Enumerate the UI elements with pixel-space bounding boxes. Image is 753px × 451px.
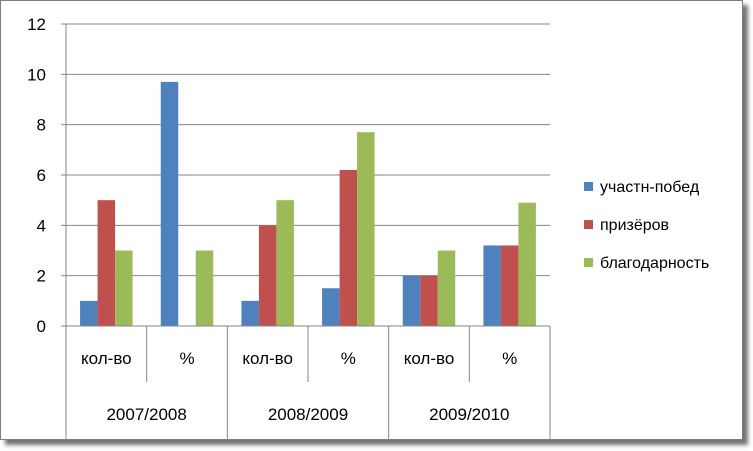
legend: участн-побед призёров благодарность xyxy=(584,179,709,272)
x-axis-categories: кол-во% кол-во% кол-во % 2007/2008 2008/2009 2… xyxy=(81,349,517,424)
bar-0-4 xyxy=(402,275,421,326)
x-group-label: 2009/2010 xyxy=(429,405,509,424)
bars xyxy=(80,81,536,326)
legend-label: благодарность xyxy=(600,255,709,272)
y-axis-ticks: 0 2 4 6 8 10 12 xyxy=(27,15,46,336)
y-tick-label: 2 xyxy=(37,267,46,286)
y-tick-label: 8 xyxy=(37,116,46,135)
x-category-label: % xyxy=(502,349,517,368)
bar-1-2 xyxy=(258,225,277,326)
legend-swatch xyxy=(584,258,593,267)
x-category-label: кол-во xyxy=(81,349,132,368)
bar-2-3 xyxy=(357,132,375,326)
y-tick-label: 0 xyxy=(37,317,46,336)
axes xyxy=(61,23,551,440)
x-group-label: 2007/2008 xyxy=(106,405,186,424)
bar-1-3 xyxy=(339,169,358,326)
y-tick-label: 6 xyxy=(37,166,46,185)
bar-2-4 xyxy=(437,250,456,326)
bar-0-3 xyxy=(322,288,340,326)
bar-2-1 xyxy=(195,250,214,326)
bar-2-0 xyxy=(115,250,133,326)
x-category-label: кол-во xyxy=(404,349,455,368)
bar-2-5 xyxy=(518,202,536,326)
bar-0-5 xyxy=(483,245,501,326)
bar-1-4 xyxy=(420,275,438,326)
gridlines xyxy=(66,23,550,277)
legend-label: участн-побед xyxy=(600,179,700,196)
legend-swatch xyxy=(584,220,593,229)
bar-1-5 xyxy=(500,245,519,326)
x-category-label: % xyxy=(341,349,356,368)
y-tick-label: 4 xyxy=(37,216,46,235)
x-group-label: 2008/2009 xyxy=(268,405,348,424)
x-category-label: кол-во xyxy=(242,349,293,368)
y-tick-label: 12 xyxy=(27,15,46,34)
bar-1-0 xyxy=(97,200,116,326)
legend-label: призёров xyxy=(600,217,669,234)
y-tick-label: 10 xyxy=(27,65,46,84)
bar-0-2 xyxy=(241,300,259,326)
bar-2-2 xyxy=(276,200,294,326)
bar-0-1 xyxy=(160,81,179,326)
x-category-label: % xyxy=(179,349,194,368)
bar-0-0 xyxy=(80,300,98,326)
legend-swatch xyxy=(584,182,593,191)
